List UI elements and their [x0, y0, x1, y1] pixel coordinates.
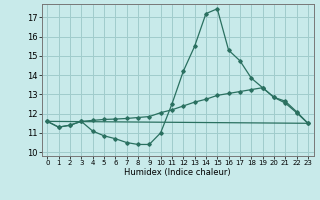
X-axis label: Humidex (Indice chaleur): Humidex (Indice chaleur) — [124, 168, 231, 177]
